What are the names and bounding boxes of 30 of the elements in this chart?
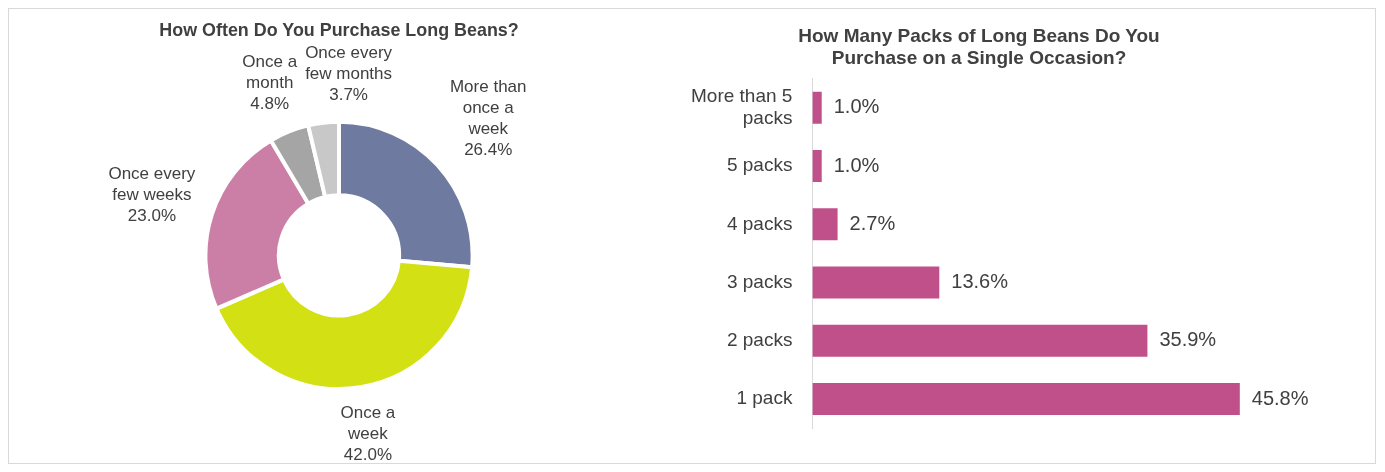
bar — [812, 266, 940, 299]
slice-label: More than once a week — [449, 77, 527, 139]
y-tick-label: 3 packs — [726, 270, 793, 292]
data-label: 42.0% — [343, 444, 393, 464]
slice-label: Once every few weeks — [108, 163, 196, 204]
bar — [812, 208, 838, 241]
data-label: 13.6% — [951, 270, 1009, 293]
y-tick-label: 1 pack — [736, 387, 793, 409]
y-tick-label: 4 packs — [726, 212, 793, 234]
y-tick-label: More than 5 packs — [690, 84, 793, 129]
chart-title: How Many Packs of Long Beans Do You Purchase on a Single Occasion? — [798, 24, 1160, 69]
data-label: 35.9% — [1159, 328, 1217, 351]
y-tick-label: 2 packs — [726, 329, 793, 351]
data-label: 23.0% — [127, 205, 176, 225]
bar — [812, 324, 1148, 357]
chart-title: How Often Do You Purchase Long Beans? — [159, 18, 519, 40]
data-label: 4.8% — [250, 94, 290, 114]
data-label: 1.0% — [833, 153, 880, 176]
slice-label: Once every few months — [305, 43, 393, 84]
y-tick-label: 5 packs — [726, 154, 793, 176]
data-label: 3.7% — [329, 85, 368, 105]
slice-label: Once a month — [242, 52, 298, 93]
data-label: 45.8% — [1251, 386, 1309, 409]
data-label: 2.7% — [849, 211, 896, 234]
bar — [812, 383, 1240, 416]
data-label: 1.0% — [833, 95, 880, 118]
bar — [812, 149, 822, 183]
data-label: 26.4% — [464, 140, 513, 160]
bar — [812, 91, 822, 124]
slice-label: Once a week — [340, 402, 396, 443]
